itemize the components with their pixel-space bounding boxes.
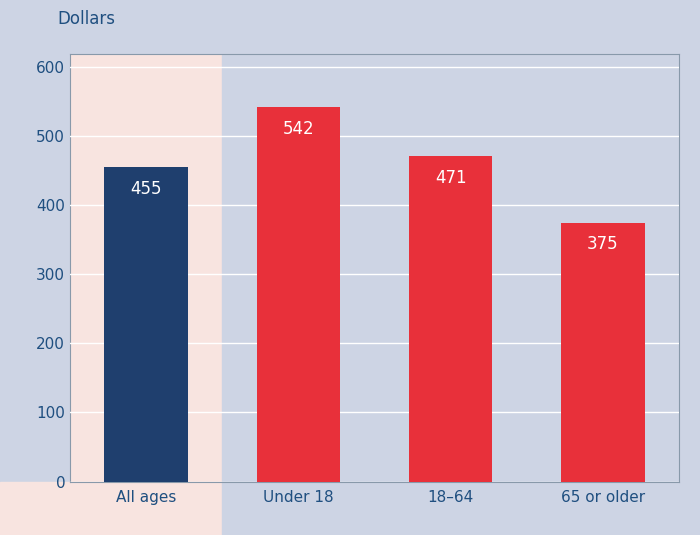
Bar bbox=[256, 108, 340, 482]
Bar bbox=[70, 54, 223, 482]
Text: 455: 455 bbox=[130, 180, 162, 198]
Bar bbox=[104, 167, 188, 482]
Text: Dollars: Dollars bbox=[58, 10, 116, 28]
Bar bbox=[409, 156, 493, 482]
Text: 542: 542 bbox=[283, 120, 314, 138]
Text: 471: 471 bbox=[435, 169, 466, 187]
Bar bbox=[561, 223, 645, 482]
Bar bbox=[223, 54, 679, 482]
Text: 375: 375 bbox=[587, 235, 619, 253]
